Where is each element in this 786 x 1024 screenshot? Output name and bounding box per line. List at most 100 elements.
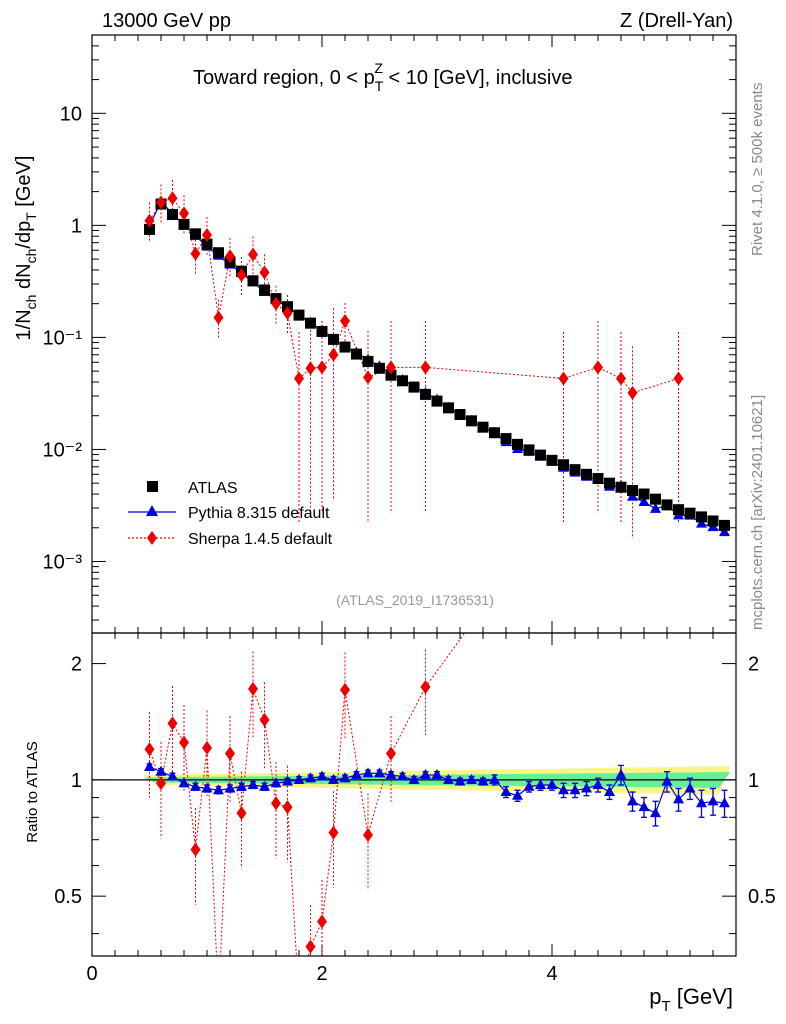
ratio-y-tick-label: 2: [71, 654, 82, 676]
pythia-ratio-point: [408, 773, 420, 784]
pythia-ratio-point: [305, 772, 316, 783]
sherpa-point: [144, 213, 155, 228]
ylabel-c: dN: [13, 263, 35, 294]
pythia-ratio-point: [282, 775, 293, 786]
pythia-ratio-point: [362, 767, 374, 778]
atlas-point: [489, 427, 500, 439]
atlas-point: [615, 481, 627, 493]
pythia-ratio-point: [638, 801, 650, 812]
pythia-ratio-point: [466, 773, 477, 784]
atlas-point: [523, 444, 535, 456]
atlas-point: [397, 375, 408, 387]
legend-atlas-marker: [147, 481, 158, 492]
analysis-id: (ATLAS_2019_I1736531): [336, 592, 494, 608]
sherpa-ratio-point: [294, 993, 304, 1007]
title-sub: T: [375, 78, 384, 94]
sherpa-point: [179, 206, 189, 221]
sherpa-ratio-point: [214, 993, 224, 1007]
plot-title: Toward region, 0 < pTZ < 10 [GeV], inclu…: [193, 60, 572, 94]
sherpa-point: [673, 371, 684, 386]
title-pre: Toward region, 0 < p: [193, 67, 375, 89]
sherpa-point: [558, 371, 569, 386]
xlabel-main: p: [649, 984, 661, 1009]
pythia-point: [650, 502, 661, 513]
pythia-ratio-point: [178, 777, 190, 788]
pythia-point: [638, 495, 650, 506]
sherpa-point: [259, 265, 270, 280]
pythia-ratio-point: [270, 777, 282, 788]
x-tick-label: 4: [546, 963, 557, 985]
title-post: < 10 [GeV], inclusive: [383, 67, 573, 89]
legend-atlas-label: ATLAS: [188, 480, 238, 497]
pythia-ratio-point: [155, 765, 167, 776]
pythia-ratio-point: [684, 782, 696, 793]
atlas-point: [328, 333, 339, 345]
pythia-ratio-point: [167, 770, 178, 781]
pythia-ratio-point: [144, 760, 155, 771]
atlas-point: [719, 519, 730, 531]
sherpa-ratio-point: [248, 681, 258, 696]
pythia-ratio-point: [604, 786, 615, 797]
sherpa-point: [627, 385, 638, 400]
legend-pythia-marker: [146, 505, 158, 516]
pythia-ratio-point: [627, 795, 638, 806]
atlas-point: [650, 493, 661, 505]
ratio-y-tick-label: 0.5: [54, 886, 82, 908]
pythia-ratio-point: [661, 775, 673, 786]
xlabel-sub: T: [661, 998, 670, 1015]
sherpa-ratio-point: [167, 716, 178, 731]
atlas-point: [259, 284, 270, 296]
pythia-ratio-point: [328, 773, 339, 784]
pythia-ratio-point: [339, 772, 351, 783]
mcplots-label: mcplots.cern.ch [arXiv:2401.10621]: [749, 395, 766, 630]
atlas-point: [535, 449, 546, 461]
atlas-point: [684, 507, 696, 519]
sherpa-point: [294, 371, 304, 386]
ylabel-e: /dp: [13, 221, 35, 249]
atlas-point: [627, 485, 638, 497]
y-tick-label: 10: [60, 103, 82, 125]
pythia-ratio-point: [443, 773, 454, 784]
main-ylabel: 1/Nch dNch/dpT [GeV]: [13, 156, 39, 341]
pythia-ratio-point: [569, 784, 581, 795]
atlas-point: [558, 459, 569, 471]
pythia-ratio-point: [351, 768, 362, 779]
pythia-ratio-point: [316, 770, 328, 781]
sherpa-point: [202, 228, 212, 243]
legend-sherpa-label: Sherpa 1.4.5 default: [188, 531, 333, 548]
x-tick-label: 2: [316, 963, 327, 985]
atlas-point: [454, 409, 466, 421]
sherpa-ratio-point: [156, 776, 166, 791]
pythia-ratio-point: [512, 789, 523, 800]
pythia-ratio-point: [581, 782, 592, 793]
atlas-point: [604, 477, 615, 489]
atlas-point: [201, 238, 213, 250]
ylabel-d: ch: [23, 249, 39, 264]
sherpa-ratio-point: [202, 740, 212, 755]
pythia-ratio-point: [477, 775, 489, 786]
pythia-ratio-point: [719, 797, 730, 808]
atlas-point: [408, 381, 420, 393]
x-tick-label: 0: [86, 963, 97, 985]
pythia-ratio-point: [385, 768, 397, 779]
pythia-ratio-point: [592, 778, 604, 789]
atlas-point: [638, 488, 650, 500]
atlas-point: [316, 325, 328, 337]
title-sup: Z: [374, 60, 383, 76]
sherpa-point: [420, 360, 431, 375]
ylabel-f: T: [23, 212, 39, 221]
pythia-ratio-point: [247, 778, 259, 789]
atlas-point: [581, 468, 592, 480]
atlas-point: [167, 208, 178, 220]
sherpa-point: [363, 370, 373, 385]
ylabel-g: [GeV]: [13, 156, 35, 213]
pythia-ratio-point: [397, 770, 408, 781]
sherpa-point: [340, 314, 350, 329]
atlas-point: [673, 504, 684, 516]
sherpa-ratio-point: [144, 742, 155, 757]
pythia-ratio-point: [546, 778, 558, 789]
sherpa-point: [167, 191, 178, 206]
atlas-point: [351, 348, 362, 360]
pythia-ratio-point: [707, 795, 719, 806]
